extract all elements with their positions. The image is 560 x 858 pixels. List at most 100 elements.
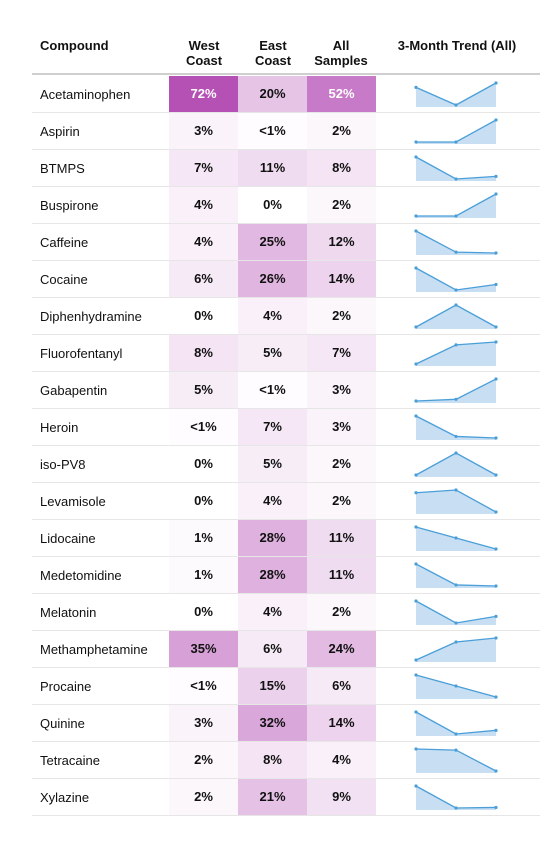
sparkline-area (416, 638, 496, 662)
sparkline-point (414, 362, 418, 366)
sparkline-point (414, 140, 418, 144)
trend-sparkline (414, 562, 498, 588)
west-coast-cell: 3% (169, 705, 238, 741)
sparkline-point (494, 728, 498, 732)
compound-name: Procaine (40, 679, 92, 694)
sparkline-point (454, 343, 458, 347)
table-row: Xylazine 2% 21% 9% (32, 779, 540, 816)
table-row: Gabapentin 5% <1% 3% (32, 372, 540, 409)
west-coast-cell: 6% (169, 261, 238, 297)
sparkline-point (494, 174, 498, 178)
row-divider (32, 593, 540, 594)
west-coast-cell: 5% (169, 372, 238, 408)
trend-sparkline (414, 784, 498, 810)
table-row: iso-PV8 0% 5% 2% (32, 446, 540, 483)
sparkline-area (416, 305, 496, 329)
sparkline-point (494, 192, 498, 196)
sparkline-point (414, 525, 418, 529)
table-row: Buspirone 4% 0% 2% (32, 187, 540, 224)
sparkline-point (414, 473, 418, 477)
sparkline-area (416, 157, 496, 181)
west-coast-cell: 72% (169, 76, 238, 112)
sparkline-point (454, 583, 458, 587)
sparkline-point (494, 769, 498, 773)
trend-sparkline (414, 266, 498, 292)
west-coast-cell: 7% (169, 150, 238, 186)
east-coast-cell: 28% (238, 557, 307, 593)
all-samples-cell: 12% (307, 224, 376, 260)
header-east-coast: East Coast (254, 38, 292, 68)
sparkline-point (454, 140, 458, 144)
sparkline-point (494, 695, 498, 699)
east-coast-cell: 5% (238, 446, 307, 482)
sparkline-point (494, 377, 498, 381)
east-coast-cell: 21% (238, 779, 307, 815)
table-row: Procaine <1% 15% 6% (32, 668, 540, 705)
row-divider (32, 445, 540, 446)
row-divider (32, 149, 540, 150)
sparkline-point (454, 177, 458, 181)
compound-name: Quinine (40, 716, 85, 731)
trend-sparkline (414, 488, 498, 514)
trend-sparkline (414, 118, 498, 144)
all-samples-cell: 7% (307, 335, 376, 371)
sparkline-point (454, 621, 458, 625)
row-divider (32, 704, 540, 705)
table-row: Aspirin 3% <1% 2% (32, 113, 540, 150)
row-divider (32, 630, 540, 631)
west-coast-cell: 0% (169, 594, 238, 630)
row-divider (32, 519, 540, 520)
sparkline-area (416, 564, 496, 588)
east-coast-cell: 25% (238, 224, 307, 260)
west-coast-cell: 0% (169, 483, 238, 519)
sparkline-point (454, 397, 458, 401)
sparkline-point (454, 732, 458, 736)
sparkline-point (454, 640, 458, 644)
trend-sparkline (414, 599, 498, 625)
sparkline-point (414, 784, 418, 788)
sparkline-point (494, 436, 498, 440)
sparkline-area (416, 231, 496, 255)
compound-name: Methamphetamine (40, 642, 148, 657)
sparkline-area (416, 786, 496, 810)
sparkline-point (494, 614, 498, 618)
trend-sparkline (414, 303, 498, 329)
east-coast-cell: 5% (238, 335, 307, 371)
row-divider (32, 297, 540, 298)
east-coast-cell: 15% (238, 668, 307, 704)
row-divider (32, 112, 540, 113)
compound-name: Heroin (40, 420, 79, 435)
sparkline-point (414, 562, 418, 566)
header-trend: 3-Month Trend (All) (397, 38, 517, 53)
compound-name: Tetracaine (40, 753, 100, 768)
west-coast-cell: 2% (169, 779, 238, 815)
sparkline-point (494, 805, 498, 810)
trend-sparkline (414, 636, 498, 662)
sparkline-point (414, 325, 418, 329)
sparkline-point (494, 547, 498, 551)
trend-sparkline (414, 710, 498, 736)
header-west-coast: West Coast (185, 38, 223, 68)
sparkline-point (454, 250, 458, 254)
table-row: Methamphetamine 35% 6% 24% (32, 631, 540, 668)
table-row: Medetomidine 1% 28% 11% (32, 557, 540, 594)
west-coast-cell: 2% (169, 742, 238, 778)
east-coast-cell: 4% (238, 298, 307, 334)
row-divider (32, 223, 540, 224)
table-row: Quinine 3% 32% 14% (32, 705, 540, 742)
header-compound: Compound (40, 38, 109, 53)
all-samples-cell: 14% (307, 705, 376, 741)
sparkline-point (414, 229, 418, 233)
sparkline-area (416, 416, 496, 440)
sparkline-area (416, 749, 496, 773)
compound-name: Medetomidine (40, 568, 122, 583)
west-coast-cell: 0% (169, 446, 238, 482)
compound-name: iso-PV8 (40, 457, 86, 472)
compound-name: Aspirin (40, 124, 80, 139)
table-row: Levamisole 0% 4% 2% (32, 483, 540, 520)
east-coast-cell: 26% (238, 261, 307, 297)
west-coast-cell: <1% (169, 409, 238, 445)
row-divider (32, 482, 540, 483)
trend-sparkline (414, 229, 498, 255)
sparkline-point (454, 288, 458, 292)
